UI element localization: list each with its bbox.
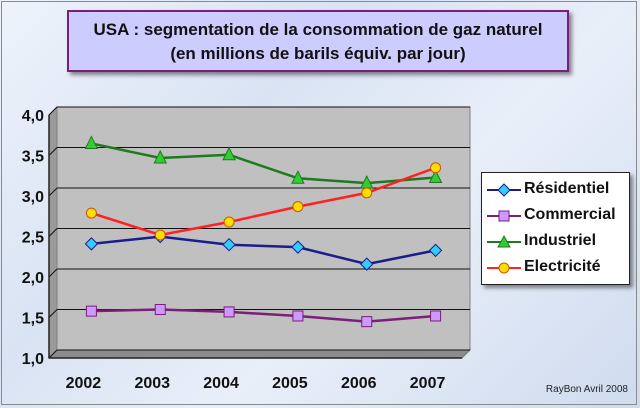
y-tick-label: 4,0 bbox=[22, 108, 44, 125]
chart-legend: Résidentiel Commercial Industriel Electr… bbox=[481, 172, 630, 285]
data-point bbox=[360, 257, 374, 271]
x-tick-label: 2002 bbox=[66, 375, 102, 392]
data-point bbox=[361, 187, 373, 199]
x-tick-label: 2006 bbox=[341, 375, 377, 392]
data-point bbox=[84, 135, 99, 149]
data-point bbox=[222, 146, 236, 161]
data-point bbox=[428, 243, 443, 258]
x-tick-label: 2007 bbox=[410, 375, 446, 392]
legend-marker-diamond-icon bbox=[487, 183, 521, 197]
series-line bbox=[91, 142, 436, 185]
data-point bbox=[428, 169, 443, 183]
series-line bbox=[91, 166, 437, 237]
credit-text: RayBon Avril 2008 bbox=[545, 384, 628, 395]
gridline-side bbox=[48, 309, 58, 318]
data-point bbox=[291, 240, 305, 254]
data-point bbox=[292, 310, 304, 322]
legend-item-residentiel: Résidentiel bbox=[482, 179, 629, 201]
legend-label: Industriel bbox=[524, 232, 597, 249]
y-tick-label: 1,5 bbox=[22, 311, 44, 328]
legend-label: Résidentiel bbox=[524, 180, 610, 197]
chart-subtitle: (en millions de barils équiv. par jour) bbox=[170, 44, 466, 63]
gridline-side bbox=[48, 268, 58, 278]
data-point bbox=[85, 207, 97, 219]
plot-floor bbox=[47, 349, 472, 359]
legend-label: Electricité bbox=[524, 258, 601, 275]
legend-item-commercial: Commercial bbox=[482, 205, 629, 227]
data-point bbox=[223, 306, 235, 318]
chart-title-box: USA : segmentation de la consommation de… bbox=[67, 10, 569, 72]
legend-item-electricite: Electricité bbox=[482, 257, 629, 279]
x-tick-label: 2003 bbox=[134, 375, 170, 392]
legend-item-industriel: Industriel bbox=[482, 231, 629, 253]
y-tick-label: 3,0 bbox=[22, 189, 44, 206]
data-point bbox=[430, 310, 442, 322]
data-point bbox=[154, 229, 166, 241]
y-tick-label: 3,5 bbox=[22, 149, 44, 166]
gridline-side bbox=[48, 228, 58, 237]
x-tick-label: 2004 bbox=[203, 375, 239, 392]
y-tick-label: 2,0 bbox=[22, 270, 44, 287]
gridline-side bbox=[48, 147, 58, 156]
data-point bbox=[430, 162, 442, 174]
chart-title: USA : segmentation de la consommation de… bbox=[93, 20, 543, 39]
data-point bbox=[291, 170, 305, 184]
data-point bbox=[292, 201, 304, 213]
legend-label: Commercial bbox=[524, 206, 616, 223]
data-point bbox=[84, 237, 99, 251]
data-point bbox=[85, 305, 97, 317]
y-tick-label: 2,5 bbox=[22, 230, 44, 247]
y-tick-label: 1,0 bbox=[22, 351, 44, 368]
gridline-side bbox=[48, 349, 58, 359]
data-point bbox=[154, 304, 166, 315]
legend-marker-square-icon bbox=[487, 210, 521, 222]
legend-marker-triangle-icon bbox=[487, 234, 521, 248]
gridline-side bbox=[48, 187, 58, 197]
series-line bbox=[91, 235, 436, 266]
legend-marker-circle-icon bbox=[487, 262, 521, 274]
gridline-side bbox=[48, 106, 58, 116]
data-point bbox=[153, 149, 168, 164]
data-point bbox=[222, 237, 236, 252]
data-point bbox=[361, 316, 373, 328]
series-line bbox=[91, 308, 436, 323]
data-point bbox=[223, 216, 235, 228]
x-tick-label: 2005 bbox=[272, 375, 308, 392]
